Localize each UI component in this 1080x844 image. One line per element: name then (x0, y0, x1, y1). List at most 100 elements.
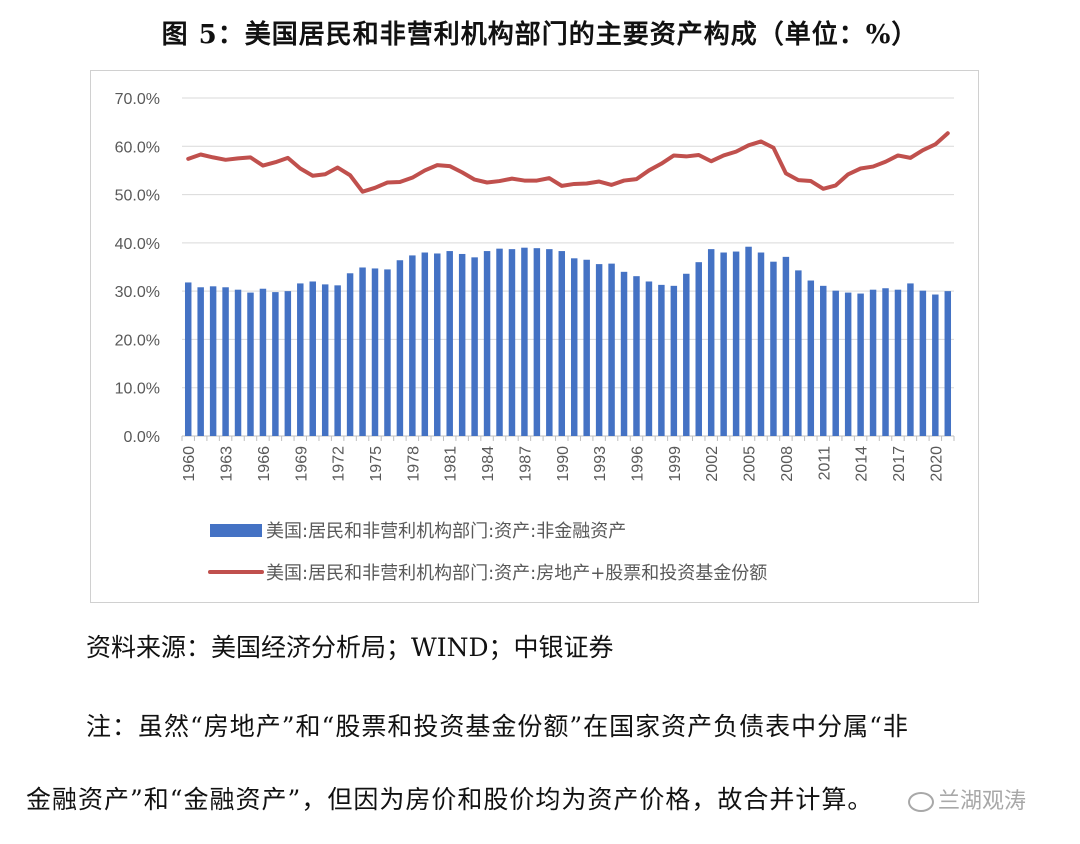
line-point (846, 172, 850, 176)
bar (297, 283, 304, 436)
legend-label: 美国:居民和非营利机构部门:资产:非金融资产 (266, 521, 626, 542)
x-tick-label: 2020 (928, 446, 945, 482)
bar (882, 288, 889, 436)
bar (770, 261, 777, 436)
line-point (261, 164, 265, 168)
bar (496, 248, 503, 436)
bar (645, 281, 653, 436)
line-point (921, 148, 925, 152)
line-point (659, 162, 663, 166)
line-point (199, 152, 203, 156)
y-tick-label: 40.0% (115, 236, 160, 253)
x-tick-label: 1972 (331, 446, 348, 482)
y-tick-label: 60.0% (115, 139, 160, 156)
line-point (348, 173, 352, 177)
x-tick-label: 1969 (293, 446, 310, 482)
line-point (884, 160, 888, 164)
line-point (323, 172, 327, 176)
line-point (336, 166, 340, 170)
bar (434, 253, 441, 436)
line-point (647, 168, 651, 172)
line-point (423, 168, 427, 172)
line-point (224, 158, 228, 162)
bar (857, 293, 864, 436)
bar (832, 290, 839, 436)
line-point (298, 166, 302, 170)
bar (483, 251, 491, 436)
note-line-1: 注：虽然“房地产”和“股票和投资基金份额”在国家资产负债表中分属“非 (86, 712, 909, 741)
line-point (560, 184, 564, 188)
bar (359, 267, 366, 436)
line-point (634, 177, 638, 181)
bar (583, 259, 590, 436)
x-tick-label: 1981 (443, 446, 460, 482)
x-tick-label: 1993 (592, 446, 609, 482)
bar (720, 252, 727, 436)
line-point (821, 187, 825, 191)
line-point (510, 177, 514, 181)
line-point (610, 183, 614, 187)
line-point (385, 181, 389, 184)
bar (795, 270, 802, 436)
bar (309, 281, 316, 436)
bar (409, 255, 416, 436)
bar (334, 285, 341, 436)
line-point (311, 174, 315, 178)
line-point (759, 139, 763, 143)
line-point (585, 181, 589, 185)
bar (633, 276, 640, 436)
line-point (485, 181, 489, 184)
x-tick-label: 1963 (219, 446, 236, 482)
bar (658, 284, 665, 436)
line-point (473, 178, 477, 182)
bar (683, 273, 690, 436)
wechat-icon (908, 792, 934, 812)
bar (546, 249, 553, 436)
x-tick-label: 1990 (555, 446, 572, 482)
bar (670, 285, 678, 436)
line-point (859, 166, 863, 170)
x-tick-label: 1984 (480, 446, 497, 482)
bar (932, 294, 939, 436)
bar (907, 283, 914, 436)
bar (745, 246, 752, 436)
bar (446, 251, 453, 436)
bar (894, 289, 902, 436)
line-point (186, 157, 190, 161)
bar (222, 287, 229, 436)
bar (458, 253, 466, 436)
x-tick-label: 2014 (854, 446, 871, 482)
line-point (871, 165, 875, 169)
x-tick-label: 1987 (517, 446, 534, 482)
bar (695, 262, 702, 436)
bar (421, 252, 429, 436)
bar (521, 247, 528, 436)
line-point (236, 156, 240, 160)
line-point (448, 164, 452, 168)
y-tick-label: 50.0% (115, 188, 160, 205)
line-point (672, 153, 676, 157)
line-point (834, 183, 838, 187)
bar (508, 249, 516, 436)
line-point (722, 153, 726, 157)
note-line-2: 金融资产”和“金融资产”，但因为房价和股价均为资产价格，故合并计算。 (26, 785, 874, 814)
bar (570, 258, 578, 436)
bar (620, 271, 628, 436)
bar (782, 256, 790, 436)
line-point (535, 179, 539, 183)
bar (608, 263, 615, 436)
line-point (373, 186, 377, 190)
line-point (809, 179, 813, 183)
line-point (248, 155, 252, 159)
line-point (398, 180, 402, 184)
x-tick-label: 2005 (742, 446, 759, 482)
bar (807, 280, 815, 436)
bar (595, 264, 603, 436)
line-point (547, 176, 551, 180)
line-point (522, 179, 526, 183)
x-tick-label: 1996 (629, 446, 646, 482)
line-point (784, 171, 788, 175)
line-point (273, 160, 277, 164)
bar (944, 291, 952, 436)
y-tick-label: 30.0% (115, 284, 160, 301)
